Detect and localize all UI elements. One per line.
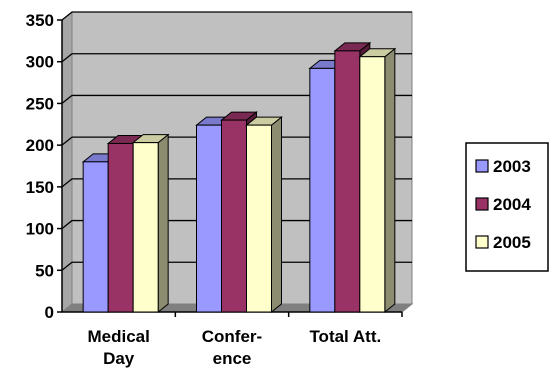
y-tick-label: 350: [26, 11, 54, 30]
bar-2005: [360, 49, 395, 312]
legend: 2003 2004 2005: [466, 143, 548, 271]
legend-swatch: [476, 236, 488, 248]
y-tick-label: 150: [26, 178, 54, 197]
x-category-label: Day: [103, 349, 135, 368]
legend-swatch: [476, 198, 488, 210]
x-category-label: Total Att.: [309, 327, 381, 346]
bar-2005: [247, 117, 282, 312]
legend-label: 2004: [493, 195, 531, 214]
x-category-label: Confer-: [202, 327, 262, 346]
x-category-label: ence: [213, 349, 252, 368]
x-axis-labels: Medical Day Confer-ence Total Att.: [87, 327, 381, 368]
y-tick-label: 100: [26, 220, 54, 239]
y-axis-ticks: 0 50 100 150 200 250 300 350: [26, 11, 54, 322]
x-category-label: Medical: [87, 327, 149, 346]
y-tick-label: 300: [26, 53, 54, 72]
legend-label: 2005: [493, 233, 531, 252]
legend-swatch: [476, 160, 488, 172]
y-tick-label: 0: [45, 303, 54, 322]
y-tick-label: 250: [26, 94, 54, 113]
legend-label: 2003: [493, 157, 531, 176]
y-tick-label: 50: [35, 261, 54, 280]
y-tick-label: 200: [26, 136, 54, 155]
bar-2005: [133, 135, 168, 312]
